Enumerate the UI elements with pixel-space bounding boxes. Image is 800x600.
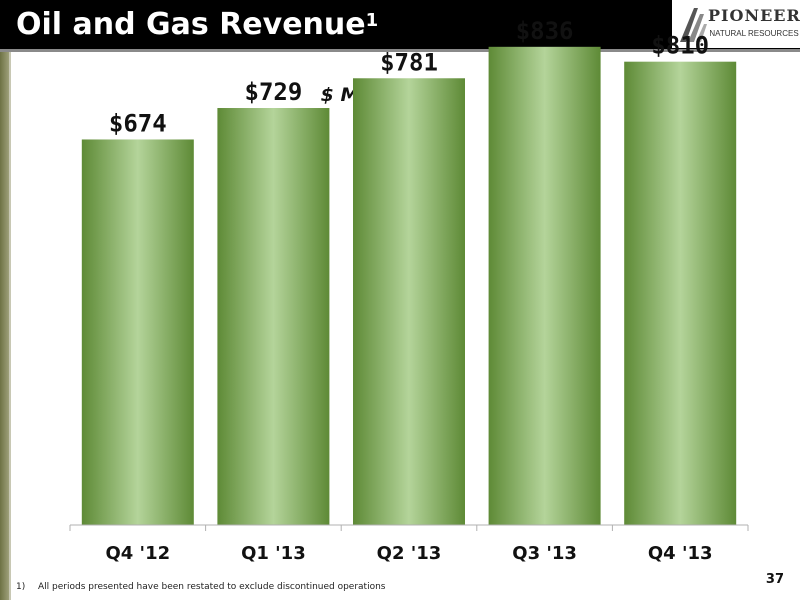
- page-number: 37: [765, 572, 784, 587]
- title-footnote-marker: 1: [365, 10, 379, 31]
- bar-data-label: $781: [380, 48, 438, 76]
- bar: [217, 108, 330, 526]
- bar-data-label: $674: [109, 109, 167, 137]
- x-axis-ticks: [69, 525, 749, 531]
- pioneer-logo-icon: [680, 8, 707, 42]
- x-tick-label: Q3 '13: [512, 543, 577, 564]
- logo-tagline: NATURAL RESOURCES: [709, 29, 799, 38]
- slide-title-text: Oil and Gas Revenue: [16, 7, 366, 42]
- header-divider: [0, 49, 800, 52]
- data-labels: $674 $729 $781 $836 $810: [109, 17, 709, 138]
- footnote-number: 1): [16, 582, 26, 592]
- bar-data-label: $810: [651, 32, 709, 60]
- bar-data-label: $836: [516, 17, 574, 45]
- bar: [353, 78, 465, 525]
- left-accent-bar: [0, 52, 9, 600]
- x-tick-label: Q4 '13: [648, 543, 713, 564]
- pioneer-logo: PIONEER NATURAL RESOURCES: [672, 0, 800, 48]
- x-tick-label: Q4 '12: [105, 543, 170, 564]
- x-tick-label: Q2 '13: [377, 543, 442, 564]
- bar-data-label: $729: [245, 78, 303, 106]
- bar: [624, 61, 737, 526]
- logo-wordmark: PIONEER: [708, 6, 800, 25]
- title-bar: Oil and Gas Revenue1 PIONEER NATURAL RES…: [0, 0, 800, 49]
- footnote-text: All periods presented have been restated…: [38, 582, 386, 592]
- bar: [81, 139, 194, 526]
- x-tick-label: Q1 '13: [241, 543, 306, 564]
- x-axis-labels: Q4 '12 Q1 '13 Q2 '13 Q3 '13 Q4 '13: [105, 543, 712, 564]
- bar: [488, 46, 601, 526]
- bar-series: [81, 46, 737, 526]
- footnote: 1) All periods presented have been restat…: [16, 582, 385, 596]
- left-accent-line: [9, 52, 11, 600]
- slide-title: Oil and Gas Revenue1: [16, 3, 378, 47]
